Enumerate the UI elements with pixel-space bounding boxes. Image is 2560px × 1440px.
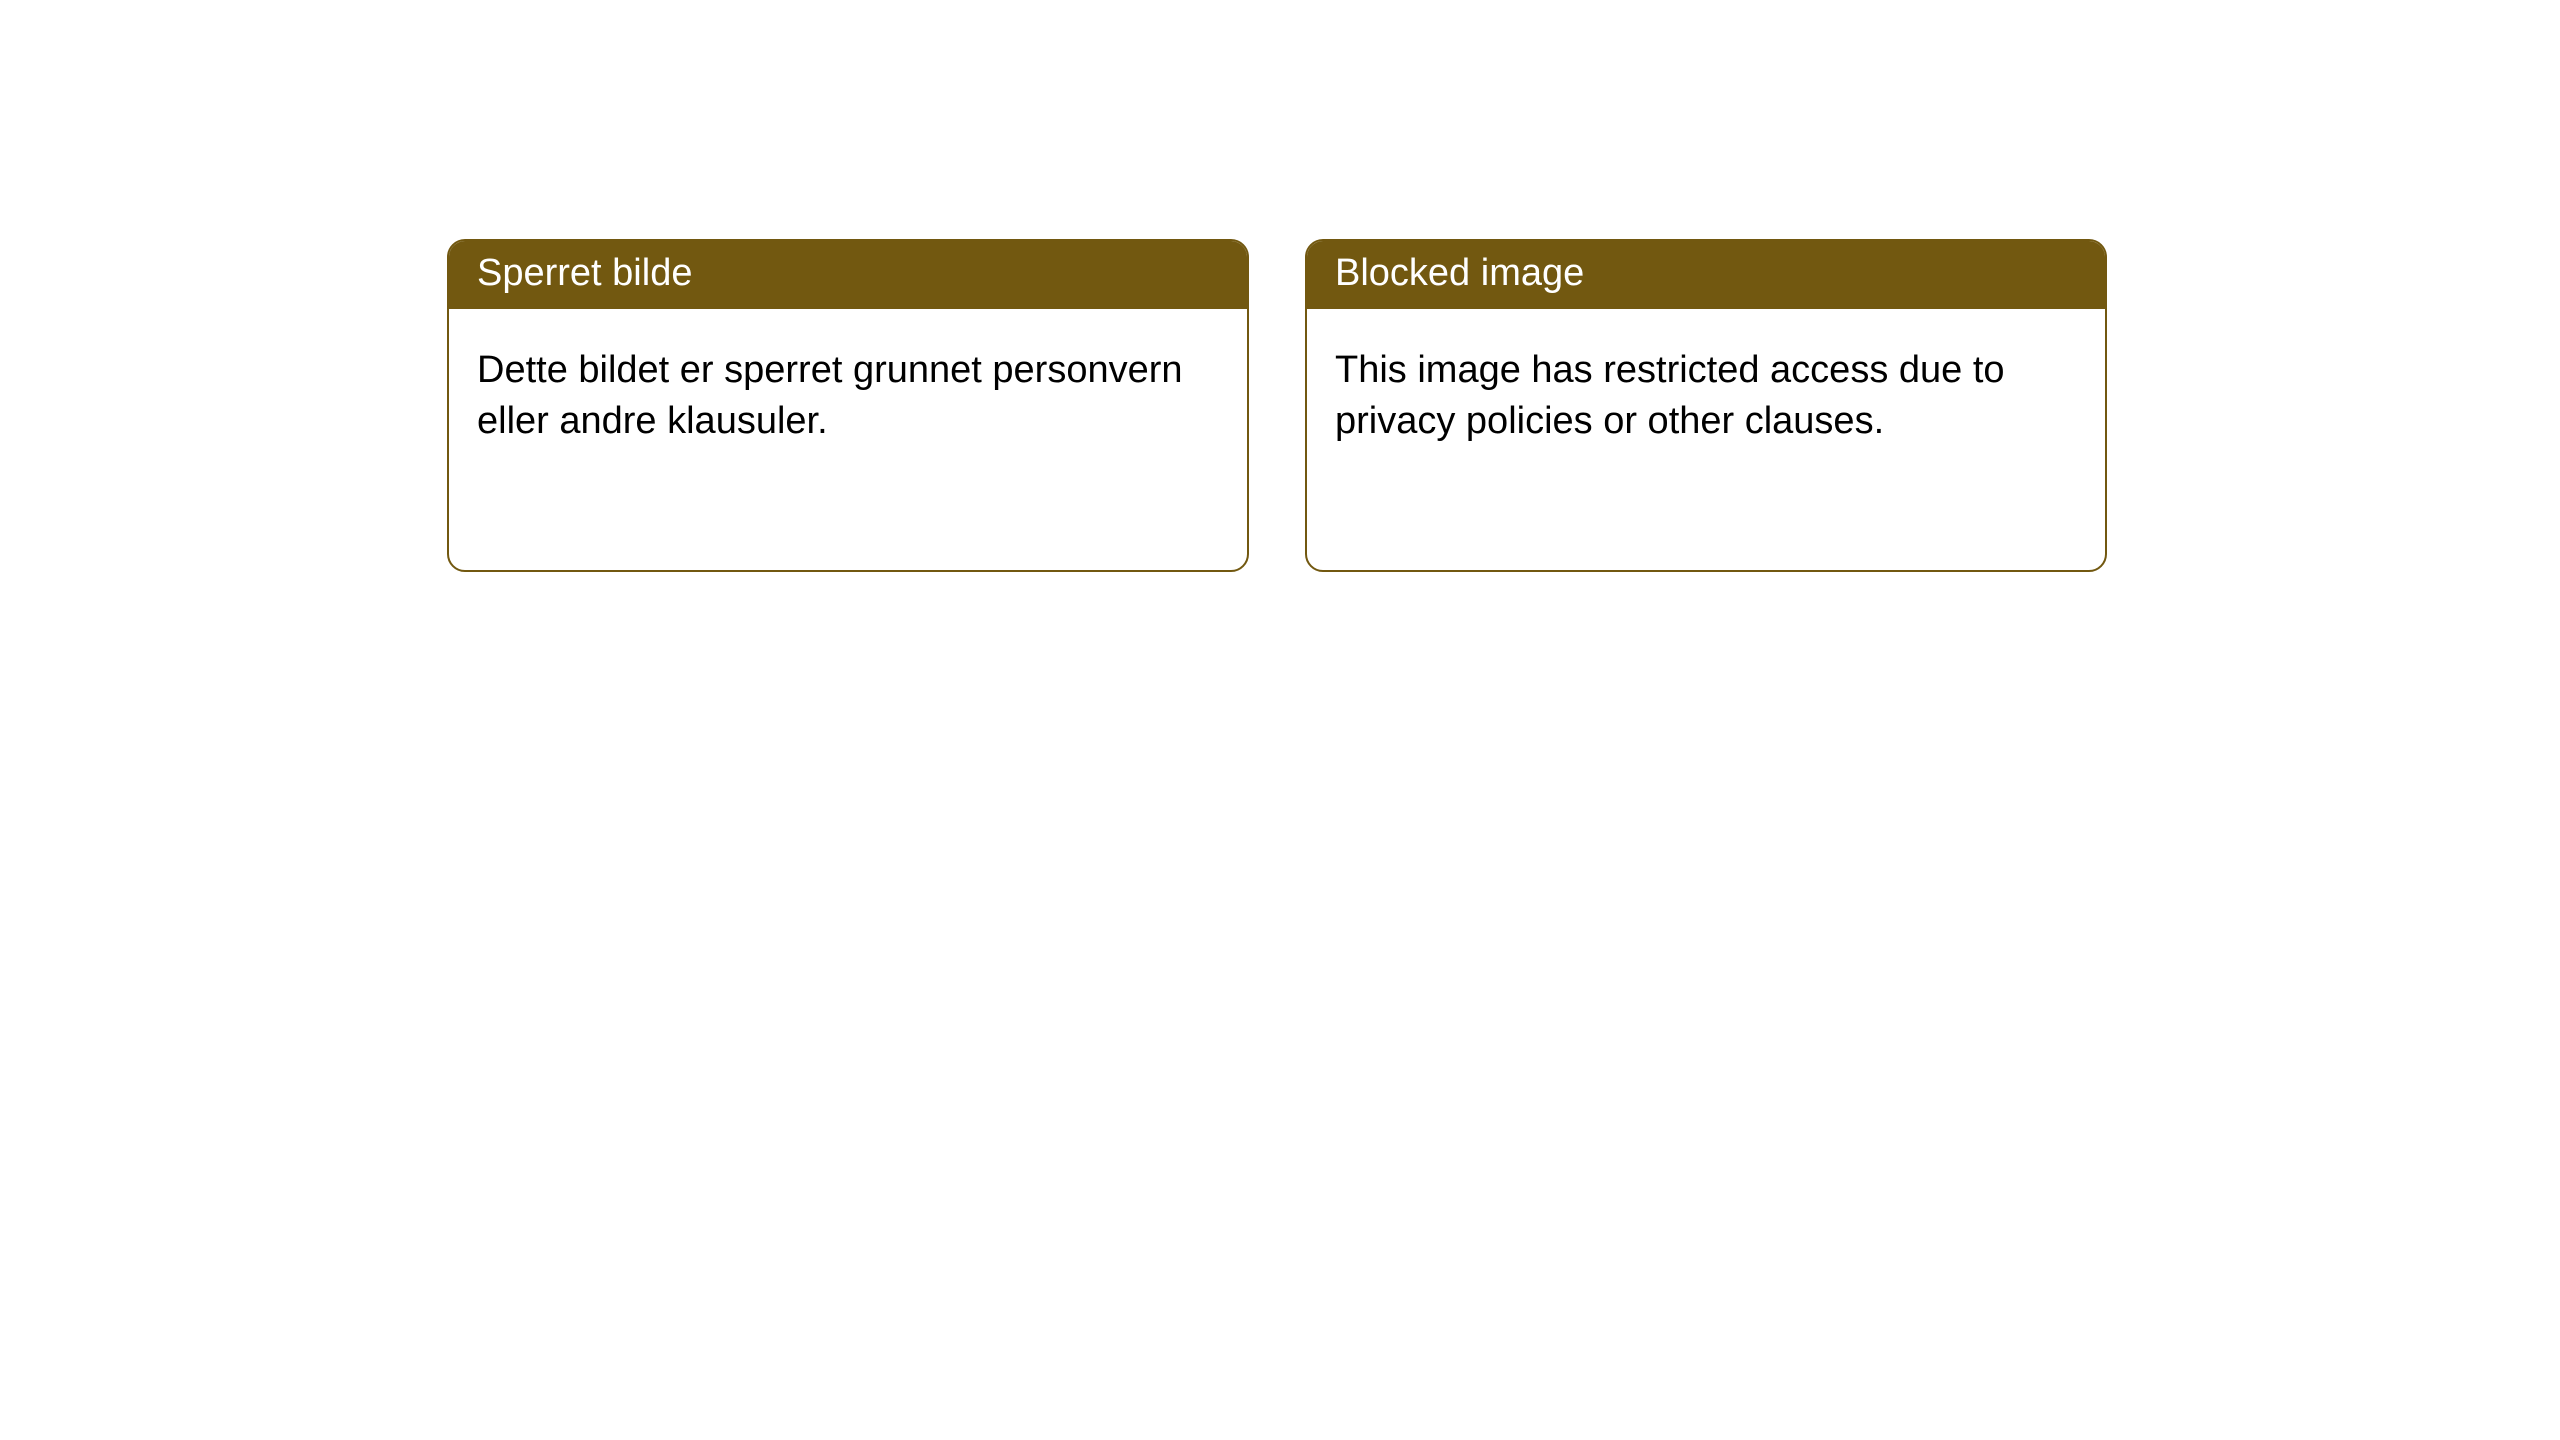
card-body: Dette bildet er sperret grunnet personve… <box>449 309 1247 484</box>
card-header: Sperret bilde <box>449 241 1247 309</box>
blocked-image-card-en: Blocked image This image has restricted … <box>1305 239 2107 572</box>
blocked-image-card-no: Sperret bilde Dette bildet er sperret gr… <box>447 239 1249 572</box>
card-header: Blocked image <box>1307 241 2105 309</box>
notice-cards-container: Sperret bilde Dette bildet er sperret gr… <box>0 0 2560 572</box>
card-body: This image has restricted access due to … <box>1307 309 2105 484</box>
